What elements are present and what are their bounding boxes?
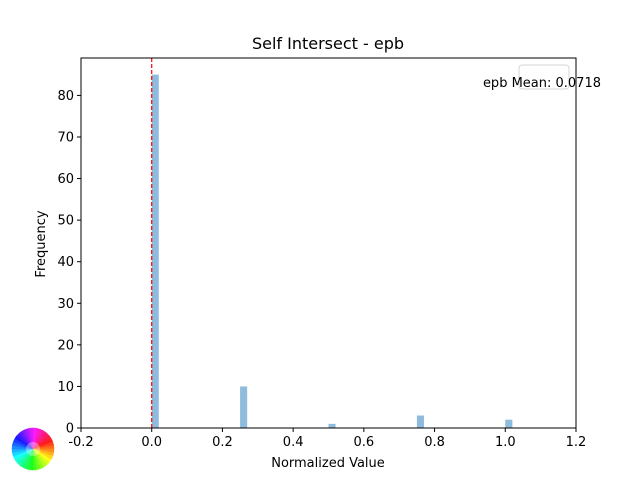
x-axis-label: Normalized Value — [271, 456, 385, 471]
histogram-bar — [151, 74, 159, 428]
color-wheel-icon — [11, 427, 55, 471]
y-tick-label: 40 — [57, 255, 74, 270]
x-tick-label: 0.4 — [283, 435, 304, 450]
x-tick-label: 0.6 — [354, 435, 375, 450]
y-axis-label: Frequency — [34, 210, 49, 277]
histogram-bar — [328, 423, 336, 428]
y-tick-label: 80 — [57, 89, 74, 104]
y-axis-ticks: 0 10 20 30 40 50 60 70 80 — [57, 89, 81, 437]
legend-text: epb Mean: 0.0718 — [483, 76, 601, 91]
y-tick-label: 50 — [57, 214, 74, 229]
y-tick-label: 20 — [57, 338, 74, 353]
y-tick-label: 60 — [57, 172, 74, 187]
y-tick-label: 30 — [57, 297, 74, 312]
y-tick-label: 0 — [66, 422, 74, 437]
legend-box — [518, 64, 570, 90]
histogram-bar — [505, 419, 513, 428]
y-tick-label: 70 — [57, 130, 74, 145]
x-axis-ticks: -0.2 0.0 0.2 0.4 0.6 0.8 1.0 1.2 — [68, 428, 586, 450]
legend: epb Mean: 0.0718 — [483, 64, 601, 91]
x-tick-label: 1.2 — [566, 435, 587, 450]
bars-group — [151, 74, 513, 428]
plot-frame — [80, 57, 577, 429]
x-tick-label: 0.0 — [141, 435, 162, 450]
x-tick-label: 0.2 — [212, 435, 233, 450]
histogram-bar — [240, 386, 248, 428]
x-tick-label: -0.2 — [68, 435, 93, 450]
chart-title: Self Intersect - epb — [252, 34, 404, 53]
y-tick-label: 10 — [57, 380, 74, 395]
x-tick-label: 0.8 — [424, 435, 445, 450]
histogram-bar — [416, 415, 424, 428]
x-tick-label: 1.0 — [495, 435, 516, 450]
